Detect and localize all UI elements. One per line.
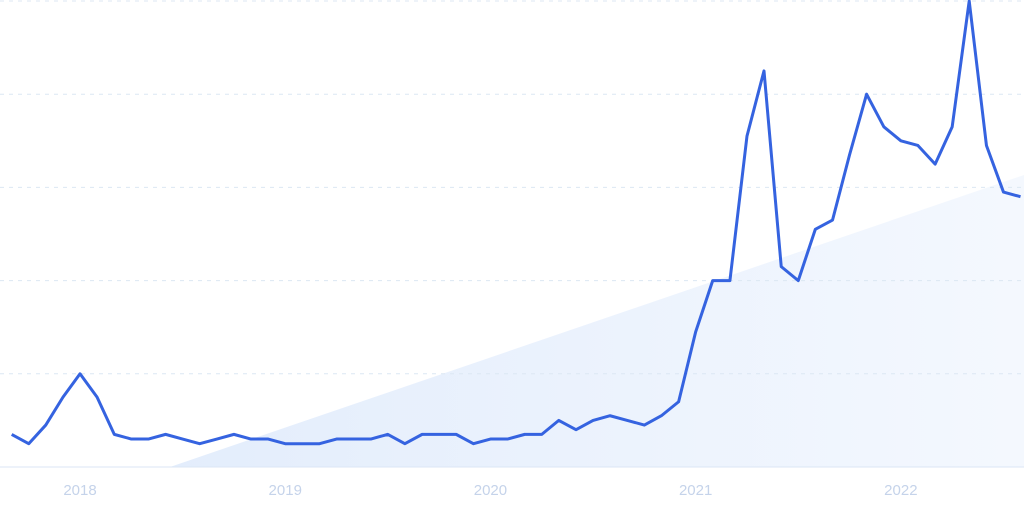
- x-tick-label: 2019: [269, 482, 302, 499]
- x-tick-label: 2018: [63, 482, 96, 499]
- trend-line: [10, 0, 1021, 446]
- x-tick-label: 2022: [884, 482, 917, 499]
- x-tick-label: 2021: [679, 482, 712, 499]
- x-tick-label: 2020: [474, 482, 507, 499]
- trend-area: [170, 175, 1024, 467]
